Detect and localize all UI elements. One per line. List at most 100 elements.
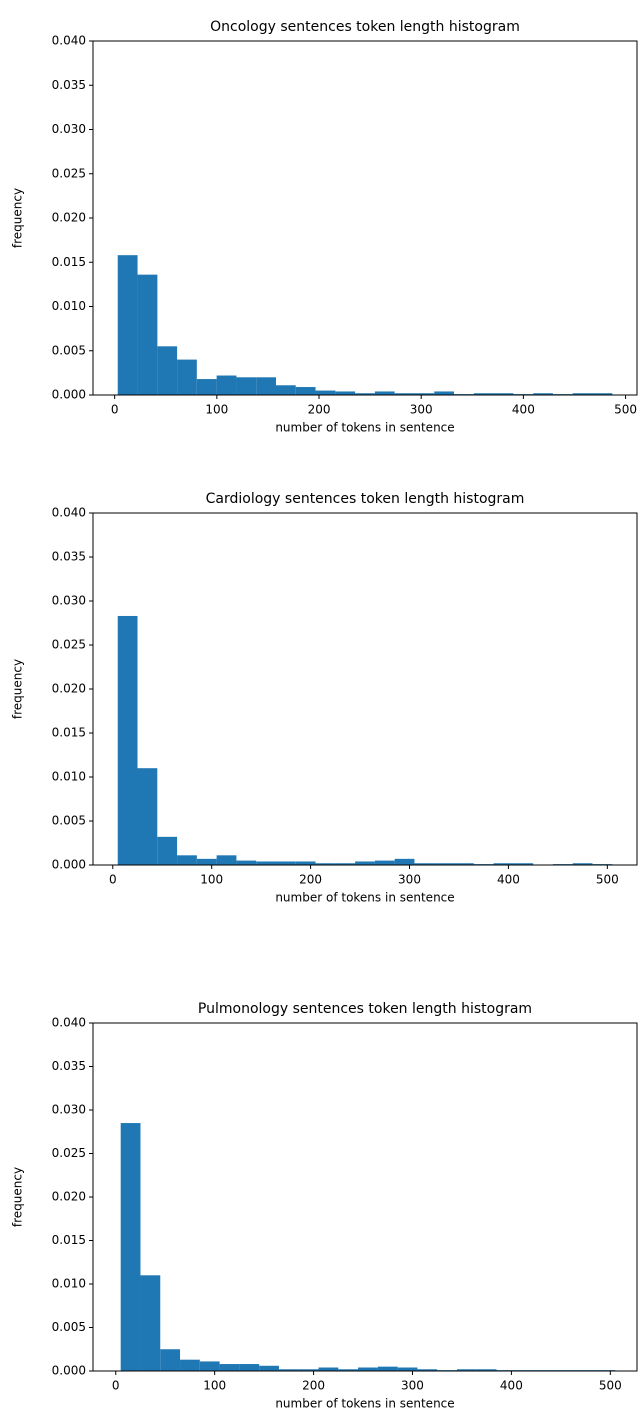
x-tick-label: 100 [200,873,223,887]
bar [180,1359,200,1371]
axes-frame [92,1022,638,1372]
y-axis-label: frequency [11,1167,25,1227]
bar [374,860,395,865]
y-tick-label: 0.020 [52,1190,86,1204]
y-axis-label: frequency [11,188,25,248]
x-tick-label: 200 [302,1379,325,1393]
bar [137,274,158,395]
bar [236,377,257,395]
bar [533,393,553,395]
bar [592,393,613,395]
y-axis-label: frequency [11,659,25,719]
bar [276,385,296,395]
bar [414,393,435,395]
bar [236,860,257,865]
bar [295,387,316,395]
bar [335,391,356,395]
x-tick-label: 200 [299,873,322,887]
bar [256,861,276,865]
bar [572,393,593,395]
y-tick-label: 0.005 [52,343,86,357]
bar [394,393,415,395]
bar [177,855,197,865]
bar [256,377,277,395]
y-tick-label: 0.025 [52,166,86,180]
bar [315,863,336,865]
x-tick-label: 500 [614,403,637,417]
y-tick-label: 0.015 [52,726,86,740]
bar [572,863,593,865]
bar [355,861,375,865]
bar [278,1369,299,1371]
bar [417,1369,438,1371]
bar [493,393,514,395]
x-tick-label: 400 [497,873,520,887]
x-tick-label: 300 [398,873,421,887]
bar [216,855,237,865]
bar [298,1369,319,1371]
x-tick-label: 100 [205,403,228,417]
bar [120,1123,141,1371]
bar [394,858,415,865]
bar [160,1349,181,1371]
x-tick-label: 0 [112,1379,120,1393]
bar [434,863,455,865]
axes-frame [92,40,638,396]
bar [157,346,178,395]
bar [374,391,395,395]
y-tick-label: 0.015 [52,255,86,269]
bar [456,1369,477,1371]
y-tick-label: 0.030 [52,1103,86,1117]
x-tick-label: 0 [111,403,119,417]
bar [199,1361,220,1371]
bar [117,615,138,865]
y-tick-label: 0.010 [52,770,86,784]
bar [196,858,217,865]
x-tick-label: 200 [308,403,331,417]
bar [513,863,534,865]
y-tick-label: 0.010 [52,299,86,313]
bar [434,391,454,395]
bar [476,1369,497,1371]
y-tick-label: 0.035 [52,78,86,92]
bar [137,768,158,865]
x-tick-label: 0 [109,873,117,887]
bar [117,255,138,395]
y-tick-label: 0.000 [52,858,86,872]
y-tick-label: 0.025 [52,1146,86,1160]
y-tick-label: 0.020 [52,682,86,696]
bar [335,863,356,865]
bar [295,861,316,865]
y-tick-label: 0.035 [52,1059,86,1073]
bar [239,1364,260,1371]
x-axis-label: number of tokens in sentence [275,1397,454,1411]
y-tick-label: 0.030 [52,122,86,136]
x-axis-label: number of tokens in sentence [275,891,454,905]
y-tick-label: 0.000 [52,1364,86,1378]
bar [338,1369,359,1371]
x-tick-label: 400 [512,403,535,417]
y-tick-label: 0.040 [52,1016,86,1030]
bar [196,379,217,395]
x-tick-label: 300 [410,403,433,417]
bar [454,863,474,865]
y-tick-label: 0.025 [52,638,86,652]
bar [377,1366,398,1371]
y-tick-label: 0.005 [52,1320,86,1334]
bar [355,393,375,395]
x-tick-label: 500 [599,1379,622,1393]
y-tick-label: 0.040 [52,34,86,48]
x-axis-label: number of tokens in sentence [275,421,454,435]
y-tick-label: 0.005 [52,814,86,828]
x-tick-label: 500 [596,873,619,887]
y-tick-label: 0.015 [52,1233,86,1247]
bar [140,1275,161,1371]
x-tick-label: 300 [401,1379,424,1393]
bar [358,1367,378,1371]
axes-frame [92,512,638,866]
bar [473,393,494,395]
chart-title: Cardiology sentences token length histog… [206,491,525,507]
chart-title: Oncology sentences token length histogra… [210,19,520,35]
bar [315,390,336,395]
